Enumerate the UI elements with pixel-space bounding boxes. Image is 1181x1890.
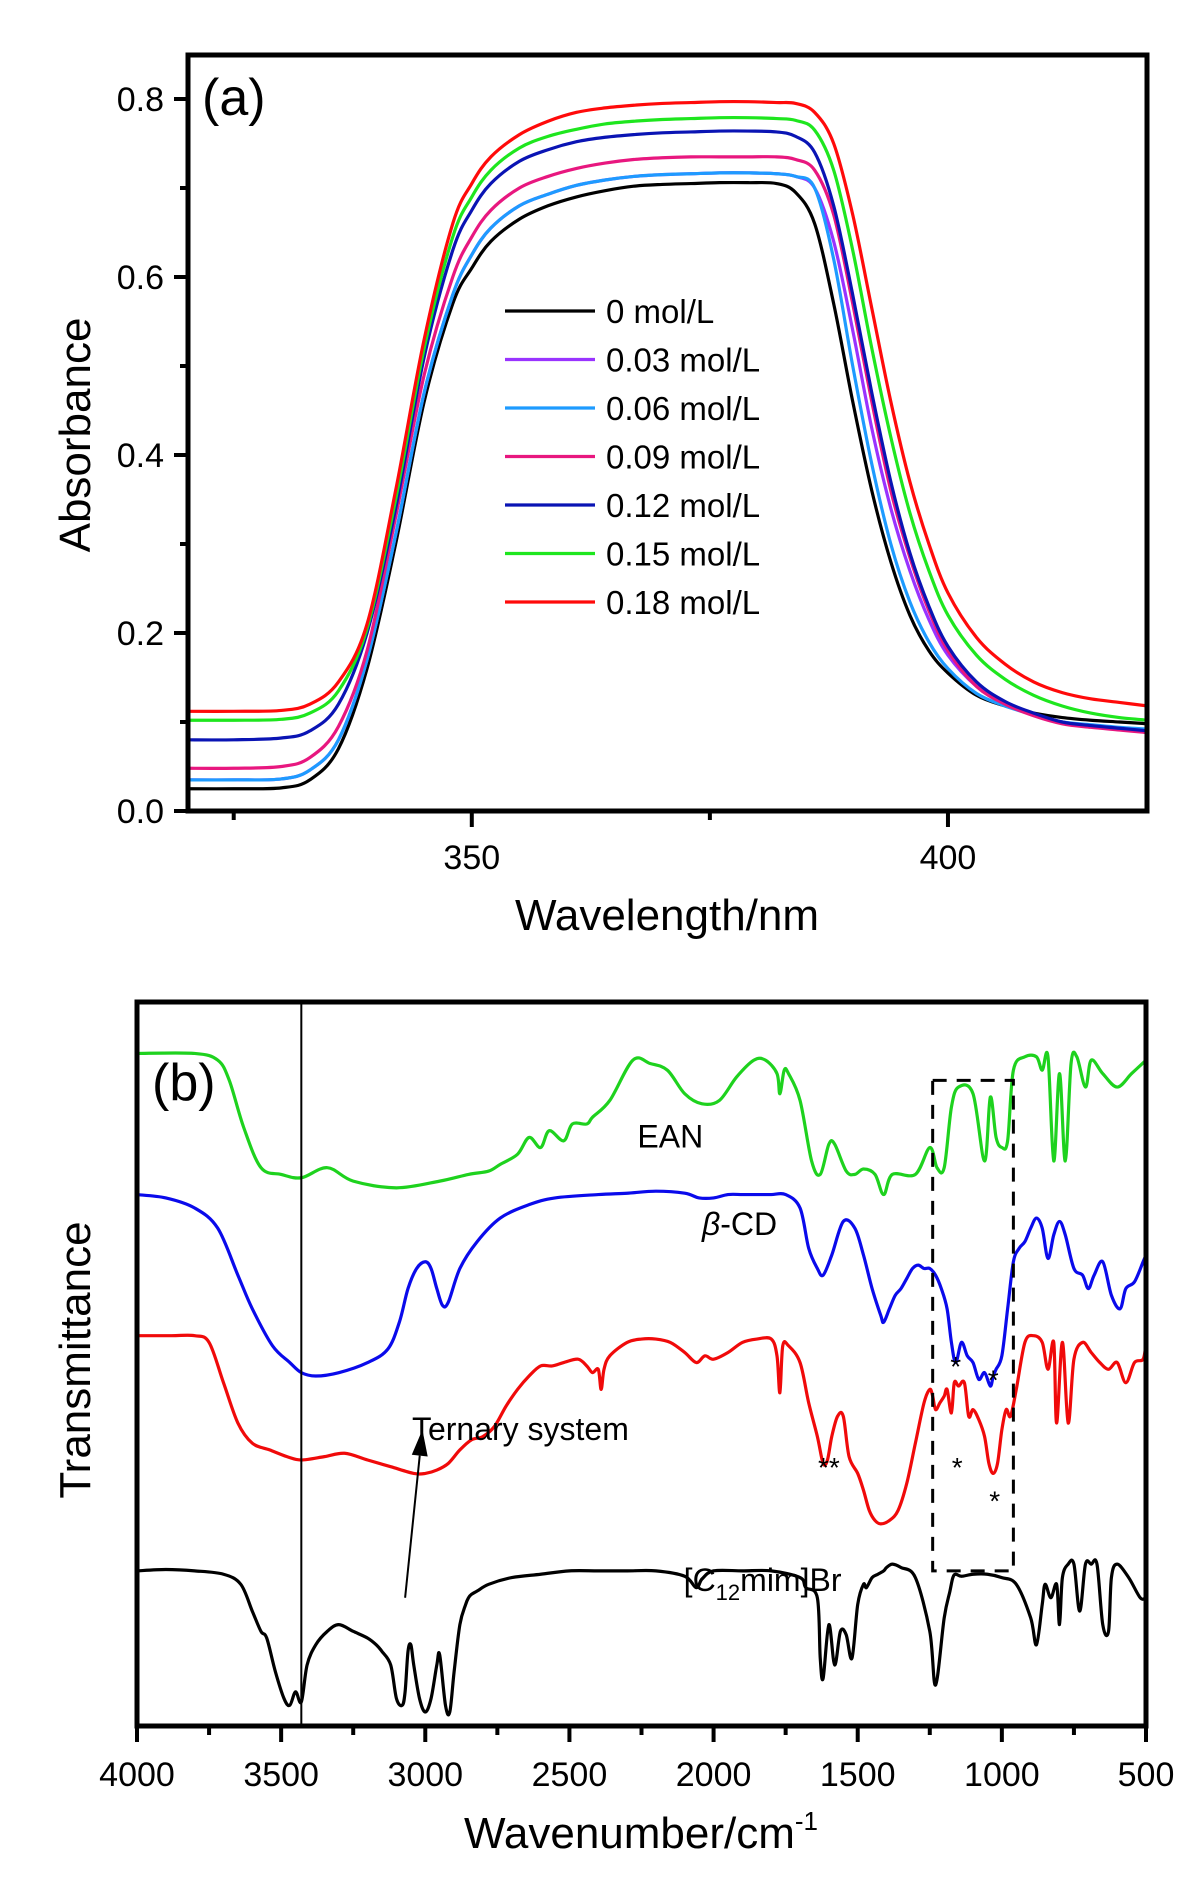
legend-label: 0.15 mol/L xyxy=(606,536,760,573)
b-x-tick-label: 3500 xyxy=(243,1756,319,1794)
a-plot-frame xyxy=(185,52,1150,814)
a-y-ticks: 0.0 0.2 0.4 0.6 0.8 xyxy=(117,81,188,831)
b-series-cd xyxy=(137,1189,1146,1388)
legend-item-0-18-mol-l: 0.18 mol/L xyxy=(505,584,760,621)
peak-marker: * xyxy=(988,1364,999,1395)
b-series-ternary-system xyxy=(137,1333,1146,1526)
legend-label: 0.12 mol/L xyxy=(606,487,760,524)
a-y-tick-label: 0.0 xyxy=(117,793,164,831)
a-y-tick-label: 0.6 xyxy=(117,259,164,297)
b-dashed-box xyxy=(931,1078,1015,1573)
a-series-0-12-mol-l xyxy=(188,129,1147,742)
peak-marker: * xyxy=(952,1452,963,1483)
b-curves xyxy=(137,1050,1146,1717)
panel-b: 4000 3500 3000 2500 2000 1500 1000 500 (b) EAN … xyxy=(51,999,1174,1858)
b-x-tick-label: 4000 xyxy=(99,1756,175,1794)
a-curves xyxy=(188,99,1147,791)
b-x-axis-title-main: Wavenumber/cm xyxy=(464,1809,795,1858)
b-x-tick-label: 3000 xyxy=(387,1756,463,1794)
a-y-tick-label: 0.8 xyxy=(117,81,164,119)
b-x-tick-label: 1000 xyxy=(964,1756,1040,1794)
a-x-tick-label: 400 xyxy=(920,839,977,877)
legend-label: 0 mol/L xyxy=(606,293,714,330)
a-x-tick-label: 350 xyxy=(443,839,500,877)
legend-label: 0.06 mol/L xyxy=(606,390,760,427)
b-x-tick-label: 500 xyxy=(1118,1756,1175,1794)
b-y-axis-title: Transmittance xyxy=(51,1221,100,1498)
b-x-tick-label: 2000 xyxy=(676,1756,752,1794)
legend-item-0-09-mol-l: 0.09 mol/L xyxy=(505,439,760,476)
legend-label: 0.09 mol/L xyxy=(606,439,760,476)
legend-item-0-mol-l: 0 mol/L xyxy=(505,293,714,330)
b-arrow xyxy=(404,1455,421,1598)
b-series-ean xyxy=(137,1050,1146,1197)
legend-item-0-15-mol-l: 0.15 mol/L xyxy=(505,536,760,573)
a-y-axis-title: Absorbance xyxy=(51,318,100,553)
b-x-ticks: 4000 3500 3000 2500 2000 1500 1000 500 xyxy=(99,1726,1174,1794)
b-x-tick-label: 2500 xyxy=(532,1756,608,1794)
a-y-tick-label: 0.4 xyxy=(117,437,164,475)
a-series-0-09-mol-l xyxy=(188,155,1147,771)
c12-suffix: mim]Br xyxy=(740,1562,842,1598)
c12-prefix: [C xyxy=(684,1562,716,1598)
beta-symbol: β xyxy=(701,1206,720,1242)
series-label-beta-cd: β-CD xyxy=(701,1206,777,1242)
c12-subscript: 12 xyxy=(716,1580,740,1605)
b-x-axis-title-sup: -1 xyxy=(795,1806,818,1836)
b-x-axis-title: Wavenumber/cm-1 xyxy=(464,1806,818,1858)
series-label-ternary: Ternary system xyxy=(412,1411,629,1447)
a-y-tick-label: 0.2 xyxy=(117,615,164,653)
legend-label: 0.03 mol/L xyxy=(606,342,760,379)
peak-marker: * xyxy=(950,1351,961,1382)
a-series-0-03-mol-l xyxy=(188,171,1147,782)
b-series-c12mim-br xyxy=(137,1558,1146,1717)
peak-marker: ** xyxy=(818,1452,840,1483)
b-x-tick-label: 1500 xyxy=(820,1756,896,1794)
a-series-0-mol-l xyxy=(188,180,1147,791)
series-label-c12mim-br: [C12mim]Br xyxy=(684,1562,842,1605)
a-series-0-18-mol-l xyxy=(188,99,1147,713)
a-legend: 0 mol/L 0.03 mol/L 0.06 mol/L 0.09 mol/L 0.1… xyxy=(505,293,760,621)
panel-a-label: (a) xyxy=(202,69,266,127)
series-label-ean: EAN xyxy=(637,1119,703,1155)
legend-item-0-03-mol-l: 0.03 mol/L xyxy=(505,342,760,379)
a-series-0-15-mol-l xyxy=(188,115,1147,722)
legend-item-0-06-mol-l: 0.06 mol/L xyxy=(505,390,760,427)
legend-label: 0.18 mol/L xyxy=(606,584,760,621)
a-x-ticks: 350 400 xyxy=(231,811,977,877)
a-series-0-06-mol-l xyxy=(188,171,1147,782)
b-arrow-head xyxy=(411,1429,428,1457)
beta-cd-rest: -CD xyxy=(720,1206,777,1242)
panel-b-label: (b) xyxy=(152,1054,216,1112)
b-annotations: * *** ** xyxy=(818,1351,1000,1516)
peak-marker: * xyxy=(989,1485,1000,1516)
a-x-axis-title: Wavelength/nm xyxy=(515,891,819,940)
legend-item-0-12-mol-l: 0.12 mol/L xyxy=(505,487,760,524)
panel-a: 350 400 0.0 0.2 0.4 0.6 0.8 (a) Wavelength/nm… xyxy=(51,52,1150,940)
